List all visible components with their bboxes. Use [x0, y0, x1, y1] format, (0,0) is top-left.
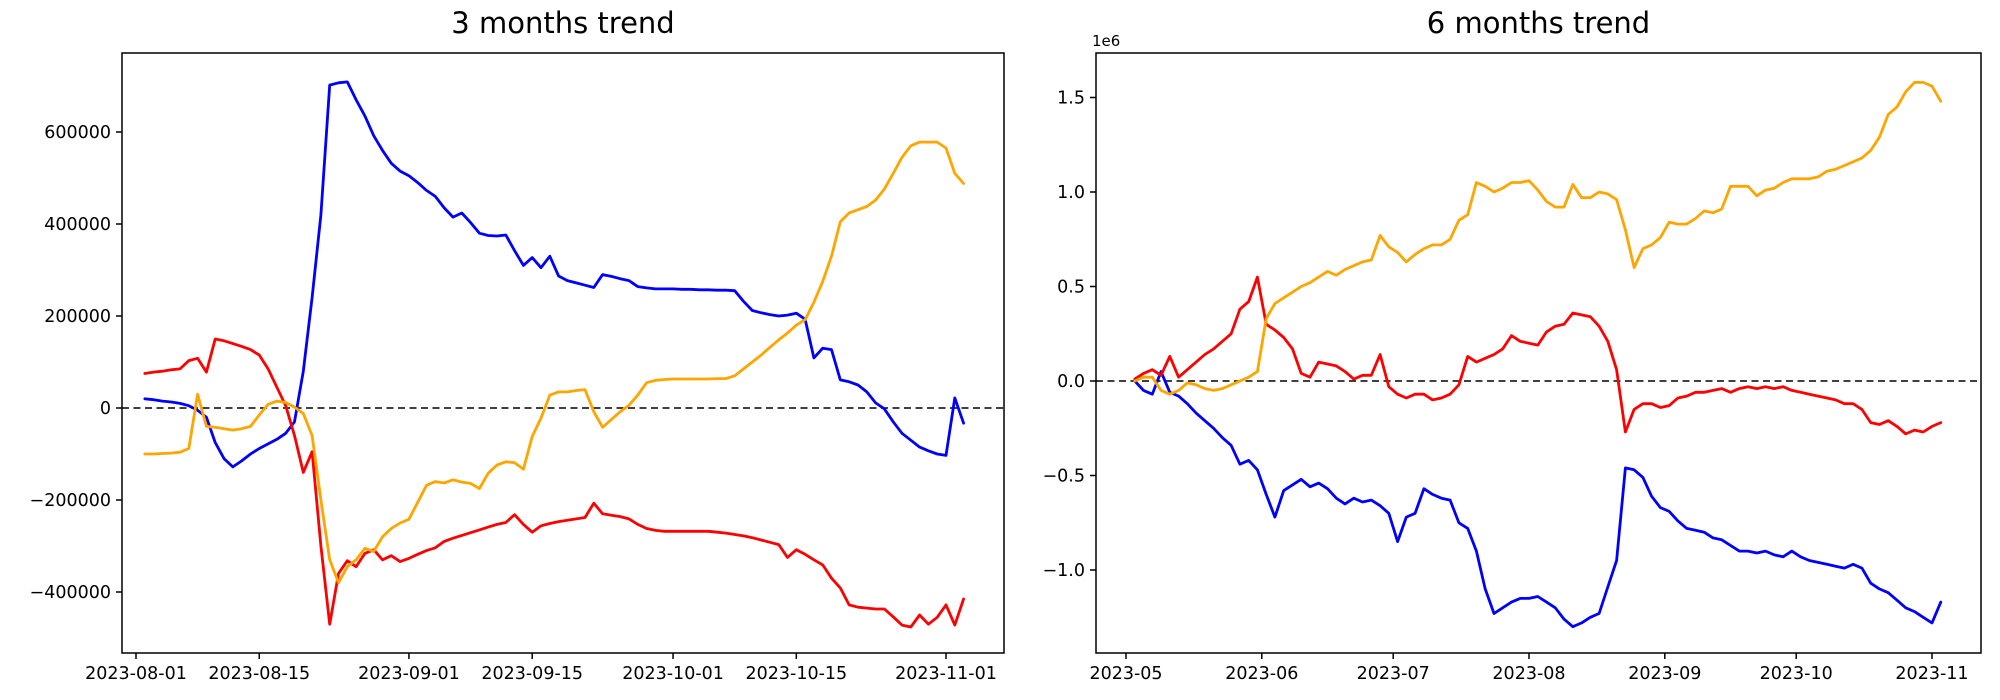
x-tick-label: 2023-08-15: [208, 664, 310, 684]
chart-title-6-months: 6 months trend: [1426, 6, 1651, 40]
y-tick-label: −1.0: [1043, 561, 1086, 581]
y-tick-label: −200000: [30, 491, 111, 511]
orange-series-line: [1133, 81, 1943, 396]
blue-series-line: [143, 80, 965, 469]
y-tick-label: 400000: [44, 215, 111, 235]
y-tick-label: 1.5: [1057, 89, 1085, 109]
y-axis-offset-label: 1e6: [1092, 32, 1121, 50]
x-tick-label: 2023-09: [1628, 664, 1701, 684]
x-tick-label: 2023-07: [1357, 664, 1430, 684]
x-tick-label: 2023-10-15: [745, 664, 847, 684]
plot-border: [121, 52, 1005, 654]
red-series-line: [143, 337, 965, 629]
x-tick-label: 2023-08-01: [85, 664, 187, 684]
plot-border: [1095, 52, 1982, 654]
y-tick-label: −0.5: [1043, 467, 1086, 487]
x-tick-label: 2023-05: [1089, 664, 1162, 684]
y-tick-label: 200000: [44, 307, 111, 327]
y-tick-label: 0.0: [1057, 372, 1085, 392]
orange-series-line: [143, 140, 965, 585]
x-tick-label: 2023-08: [1492, 664, 1565, 684]
chart-title-3-months: 3 months trend: [451, 6, 675, 40]
x-tick-label: 2023-10: [1760, 664, 1833, 684]
red-series-line: [1133, 275, 1943, 436]
y-tick-label: 1.0: [1057, 183, 1085, 203]
y-tick-label: 600000: [44, 123, 111, 143]
y-tick-label: 0: [100, 399, 111, 419]
y-tick-label: −400000: [30, 583, 111, 603]
x-tick-label: 2023-09-15: [481, 664, 583, 684]
x-tick-label: 2023-10-01: [622, 664, 724, 684]
x-tick-label: 2023-06: [1225, 664, 1298, 684]
y-tick-label: 0.5: [1057, 278, 1085, 298]
blue-series-line: [1133, 370, 1943, 629]
x-tick-label: 2023-11: [1895, 664, 1968, 684]
x-tick-label: 2023-11-01: [895, 664, 997, 684]
x-tick-label: 2023-09-01: [358, 664, 460, 684]
